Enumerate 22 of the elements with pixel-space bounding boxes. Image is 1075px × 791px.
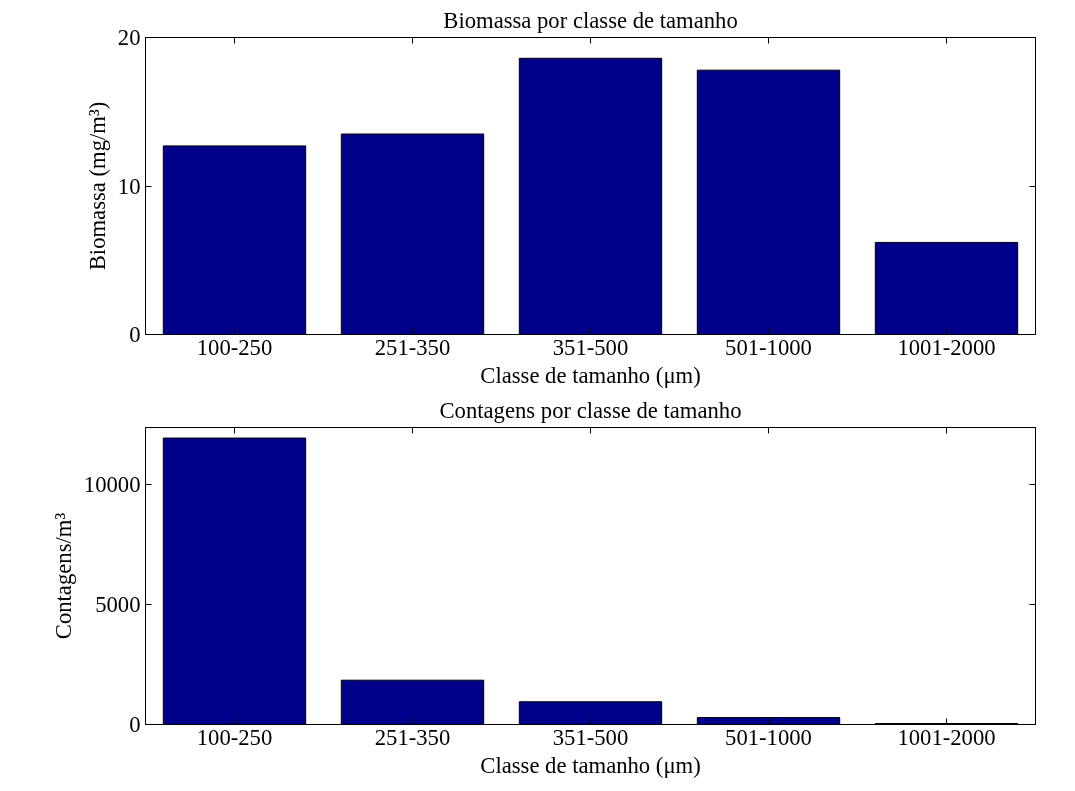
x-tick-label: 251-350 bbox=[374, 724, 451, 750]
chart-title: Contagens por classe de tamanho bbox=[439, 397, 742, 423]
x-tick-label: 1001-2000 bbox=[897, 724, 996, 750]
y-tick-label: 0 bbox=[129, 322, 141, 347]
x-tick-label: 251-350 bbox=[374, 334, 451, 360]
y-tick-label: 10000 bbox=[83, 472, 141, 498]
y-axis-title: Contagens/m³ bbox=[50, 512, 76, 640]
y-axis-title: Biomassa (mg/m³) bbox=[84, 101, 110, 271]
x-tick-label: 1001-2000 bbox=[897, 334, 996, 360]
y-tick-label: 5000 bbox=[95, 592, 141, 618]
x-tick-label: 351-500 bbox=[552, 334, 629, 360]
x-tick-label: 501-1000 bbox=[725, 334, 812, 360]
y-tick-label: 0 bbox=[129, 712, 141, 737]
x-tick-label: 100-250 bbox=[196, 724, 273, 750]
x-tick-label: 100-250 bbox=[196, 334, 273, 360]
x-tick-label: 501-1000 bbox=[725, 724, 812, 750]
y-tick-label: 10 bbox=[117, 173, 141, 199]
x-axis-title: Classe de tamanho (μm) bbox=[480, 752, 701, 778]
x-tick-label: 351-500 bbox=[552, 724, 629, 750]
x-axis-title: Classe de tamanho (μm) bbox=[480, 362, 701, 388]
y-tick-label: 20 bbox=[117, 25, 141, 50]
chart-title: Biomassa por classe de tamanho bbox=[443, 7, 738, 33]
